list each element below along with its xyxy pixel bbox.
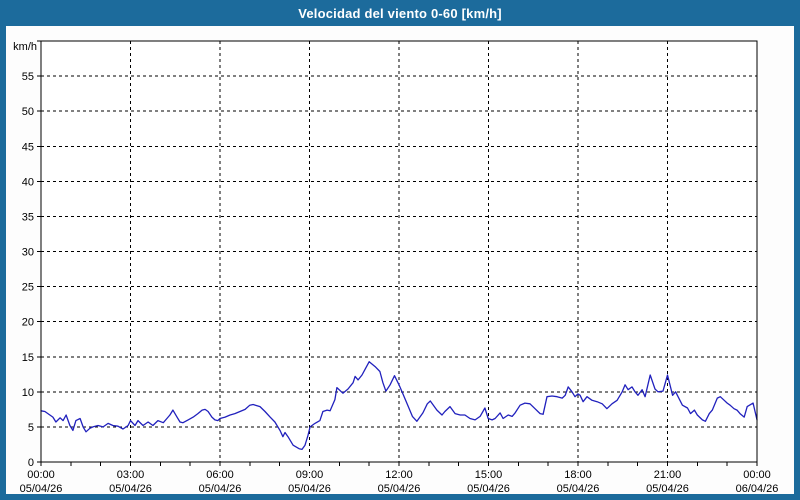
- x-tick-date-label: 05/04/26: [557, 483, 600, 495]
- x-tick-time-label: 12:00: [385, 469, 413, 481]
- y-tick-label: 45: [22, 141, 34, 153]
- x-tick-time-label: 03:00: [117, 469, 145, 481]
- wind-speed-kmh-series-line: [40, 361, 758, 451]
- x-tick-date-label: 05/04/26: [467, 483, 510, 495]
- x-tick-time-label: 00:00: [743, 469, 771, 481]
- y-tick-label: 20: [22, 317, 34, 329]
- y-tick-label: 50: [22, 106, 34, 118]
- x-tick-time-label: 18:00: [564, 469, 592, 481]
- y-tick-label: 0: [28, 457, 34, 469]
- x-tick-date-label: 05/04/26: [20, 483, 63, 495]
- y-axis-unit-label: km/h: [13, 41, 37, 53]
- axis-ticks: [37, 40, 758, 466]
- x-tick-date-label: 05/04/26: [199, 483, 242, 495]
- grid-lines: [41, 41, 757, 462]
- y-axis-labels: 0 5 10 15 20 25 30 35 40 45 50 55 km/h: [13, 41, 37, 469]
- y-tick-label: 25: [22, 282, 34, 294]
- y-tick-label: 40: [22, 176, 34, 188]
- x-tick-time-label: 09:00: [296, 469, 324, 481]
- x-tick-date-label: 06/04/26: [736, 483, 779, 495]
- plot-frame: [40, 40, 758, 463]
- x-tick-date-label: 05/04/26: [288, 483, 331, 495]
- x-tick-date-label: 05/04/26: [109, 483, 152, 495]
- x-tick-date-label: 05/04/26: [646, 483, 689, 495]
- chart-title: Velocidad del viento 0-60 [km/h]: [298, 5, 502, 21]
- x-tick-time-label: 00:00: [27, 469, 55, 481]
- y-tick-label: 35: [22, 211, 34, 223]
- title-bar: Velocidad del viento 0-60 [km/h]: [0, 0, 800, 26]
- x-tick-time-label: 21:00: [654, 469, 682, 481]
- x-tick-date-label: 05/04/26: [378, 483, 421, 495]
- y-tick-label: 10: [22, 387, 34, 399]
- x-tick-time-label: 06:00: [206, 469, 234, 481]
- y-tick-label: 15: [22, 352, 34, 364]
- y-tick-label: 30: [22, 247, 34, 259]
- y-tick-label: 5: [28, 422, 34, 434]
- y-tick-label: 55: [22, 71, 34, 83]
- x-tick-time-label: 15:00: [475, 469, 503, 481]
- x-axis-labels: 00:00 05/04/26 03:00 05/04/26 06:00 05/04/26 0…: [20, 469, 779, 495]
